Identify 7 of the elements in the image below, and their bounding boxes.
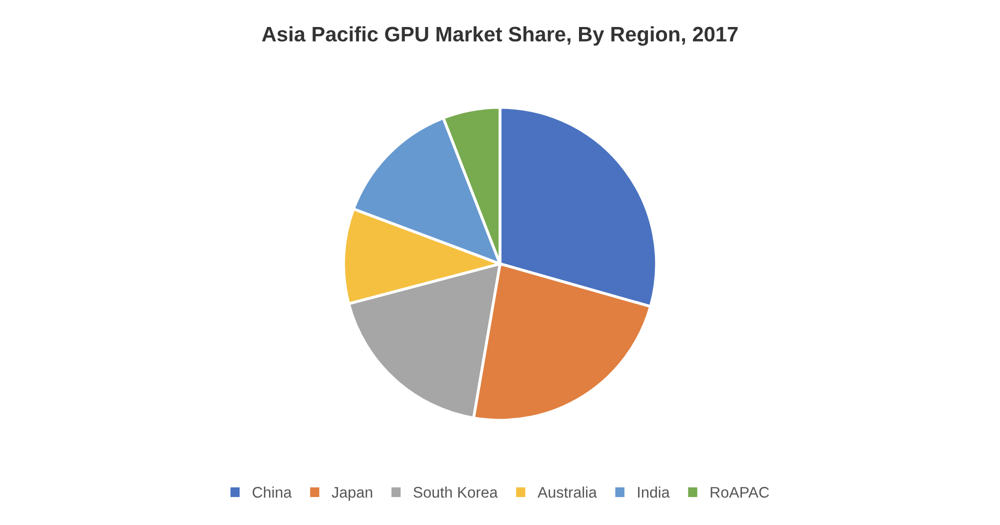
legend-label: Australia [538, 486, 597, 498]
chart-title: Asia Pacific GPU Market Share, By Region, 2017 [262, 26, 738, 46]
legend-label: China [252, 486, 292, 498]
legend-label: Japan [332, 487, 372, 501]
legend-label: RoAPAC [710, 486, 769, 498]
legend-label: India [638, 486, 670, 498]
legend-label: South Korea [414, 486, 498, 498]
